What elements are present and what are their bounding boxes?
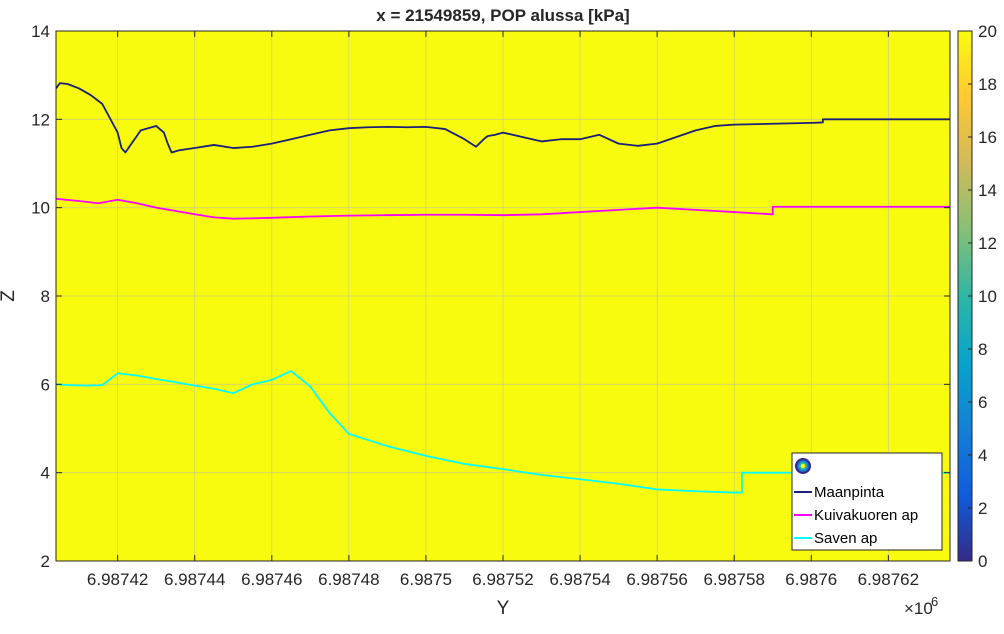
colorbar: 0 2 4 6 8 10 12 14 16 18 20 (957, 22, 997, 571)
colorbar-tick-label: 10 (978, 287, 997, 306)
colorbar-tick-label: 4 (978, 446, 987, 465)
y-tick-label: 2 (41, 552, 50, 571)
colorbar-tick-label: 18 (978, 75, 997, 94)
x-tick-label: 6.98754 (549, 570, 610, 589)
contour-rings-icon (795, 458, 811, 474)
y-axis-label: Z (0, 290, 19, 302)
colorbar-tick-label: 12 (978, 234, 997, 253)
y-tick-label: 12 (31, 110, 50, 129)
colorbar-tick-label: 16 (978, 128, 997, 147)
x-tick-label: 6.9875 (400, 570, 452, 589)
series-layer (56, 82, 950, 494)
x-exponent-power: 6 (931, 594, 938, 609)
x-exponent-label: ×10 6 (904, 594, 938, 618)
x-tick-label: 6.9876 (785, 570, 837, 589)
series-line-saven-ap (56, 370, 950, 494)
x-tick-label: 6.98748 (318, 570, 379, 589)
x-tick-label: 6.98742 (87, 570, 148, 589)
x-exponent-base: ×10 (904, 599, 933, 618)
chart-title: x = 21549859, POP alussa [kPa] (376, 6, 629, 25)
series-line-kuivakuoren-ap (56, 197, 950, 220)
legend-label: Saven ap (814, 530, 877, 547)
x-axis-ticks: 6.98742 6.98744 6.98746 6.98748 6.9875 6.9875… (87, 31, 919, 589)
y-tick-label: 8 (41, 287, 50, 306)
y-tick-label: 14 (31, 22, 50, 41)
colorbar-tick-label: 6 (978, 393, 987, 412)
x-tick-label: 6.98758 (703, 570, 764, 589)
x-tick-label: 6.98756 (626, 570, 687, 589)
colorbar-tick-label: 8 (978, 340, 987, 359)
y-tick-label: 6 (41, 375, 50, 394)
x-tick-label: 6.98752 (472, 570, 533, 589)
colorbar-tick-label: 14 (978, 181, 997, 200)
x-tick-label: 6.98744 (164, 570, 225, 589)
colorbar-ticks: 0 2 4 6 8 10 12 14 16 18 20 (968, 22, 997, 571)
legend-label: Maanpinta (814, 484, 885, 501)
x-tick-label: 6.98746 (241, 570, 302, 589)
legend-entries: Maanpinta Kuivakuoren ap Saven ap (794, 484, 918, 547)
x-tick-label: 6.98762 (858, 570, 919, 589)
legend: Maanpinta Kuivakuoren ap Saven ap (791, 452, 943, 551)
x-axis-label: Y (497, 598, 510, 619)
colorbar-tick-label: 2 (978, 499, 987, 518)
y-tick-label: 10 (31, 199, 50, 218)
colorbar-tick-label: 20 (978, 22, 997, 41)
legend-label: Kuivakuoren ap (814, 507, 918, 524)
series-line-maanpinta (56, 82, 950, 154)
colorbar-tick-label: 0 (978, 552, 987, 571)
legend-box (791, 452, 943, 551)
y-axis-ticks: 2 4 6 8 10 12 14 (31, 22, 950, 571)
y-tick-label: 4 (41, 464, 50, 483)
